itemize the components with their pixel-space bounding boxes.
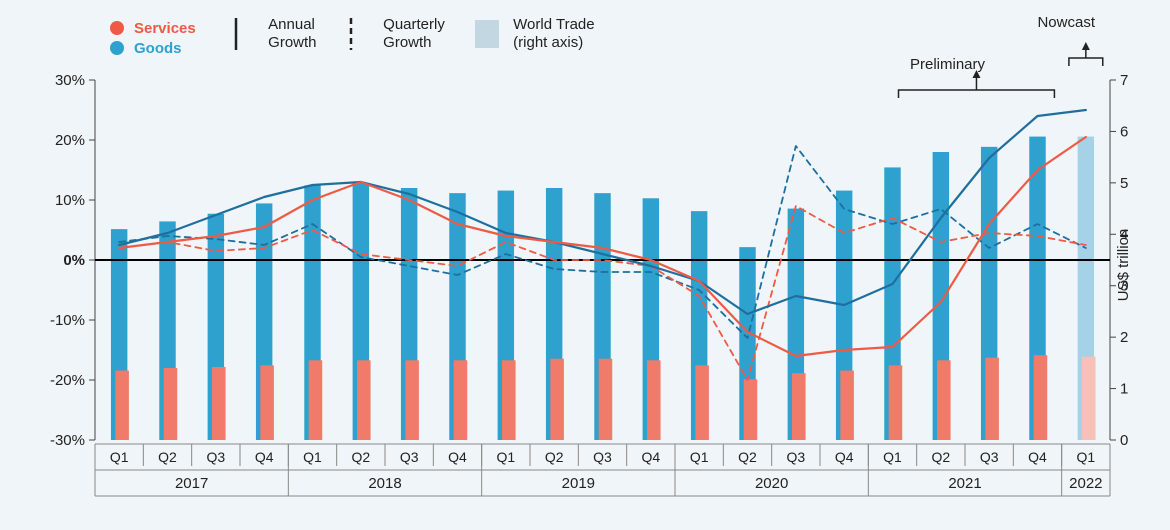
year-label: 2021: [948, 475, 981, 492]
services-bar: [260, 365, 274, 440]
right-axis-title: US$ trillion: [1115, 229, 1132, 302]
quarter-label: Q4: [835, 449, 854, 465]
quarter-label: Q2: [158, 449, 177, 465]
year-label: 2019: [562, 475, 595, 492]
quarter-label: Q1: [110, 449, 129, 465]
chart-svg: -30%-20%-10%0%10%20%30%01234567Q1Q2Q3Q4Q…: [0, 0, 1170, 530]
legend-annual: Annual Growth: [230, 16, 317, 52]
svg-text:5: 5: [1120, 175, 1128, 192]
annotation-preliminary: Preliminary: [910, 56, 985, 73]
quarter-label: Q1: [883, 449, 902, 465]
services-bar: [695, 365, 709, 440]
legend-quarterly-line2: Growth: [383, 34, 431, 51]
quarter-label: Q1: [1076, 449, 1095, 465]
year-label: 2018: [368, 475, 401, 492]
year-label: 2017: [175, 475, 208, 492]
services-bar: [405, 360, 419, 440]
quarter-label: Q3: [786, 449, 805, 465]
quarter-label: Q2: [351, 449, 370, 465]
svg-text:-20%: -20%: [50, 372, 85, 389]
svg-text:0: 0: [1120, 432, 1128, 449]
services-bar: [550, 359, 564, 440]
svg-text:2: 2: [1120, 329, 1128, 346]
quarter-label: Q4: [641, 449, 660, 465]
services-bar: [889, 365, 903, 440]
quarter-label: Q1: [303, 449, 322, 465]
svg-text:0%: 0%: [63, 252, 85, 269]
svg-text:1: 1: [1120, 381, 1128, 398]
svg-text:7: 7: [1120, 72, 1128, 89]
services-bar: [164, 368, 178, 440]
quarter-label: Q1: [690, 449, 709, 465]
quarter-label: Q3: [206, 449, 225, 465]
legend-goods-dot: [110, 41, 124, 55]
legend-services-label: Services: [134, 20, 196, 37]
services-bar: [454, 360, 468, 440]
legend-worldtrade-line1: World Trade: [513, 16, 594, 33]
services-bar: [1082, 357, 1096, 440]
quarter-label: Q3: [593, 449, 612, 465]
quarter-label: Q1: [496, 449, 515, 465]
svg-text:10%: 10%: [55, 192, 85, 209]
quarter-label: Q4: [255, 449, 274, 465]
legend-quarterly: Quarterly Growth: [345, 16, 445, 52]
svg-text:30%: 30%: [55, 72, 85, 89]
services-bar: [212, 367, 226, 440]
svg-text:20%: 20%: [55, 132, 85, 149]
svg-text:6: 6: [1120, 123, 1128, 140]
nowcast-bracket: [1069, 58, 1103, 66]
services-bar: [792, 373, 806, 440]
legend-world-trade: World Trade (right axis): [475, 16, 595, 52]
quarter-label: Q2: [931, 449, 950, 465]
legend-quarterly-line1: Quarterly: [383, 16, 445, 33]
services-bar: [840, 371, 854, 440]
year-label: 2022: [1069, 475, 1102, 492]
legend: Services Goods: [110, 18, 196, 58]
quarter-label: Q3: [980, 449, 999, 465]
svg-text:-30%: -30%: [50, 432, 85, 449]
services-bar: [985, 358, 999, 440]
services-bar: [744, 379, 758, 440]
services-bar: [1034, 355, 1048, 440]
legend-goods-label: Goods: [134, 40, 182, 57]
legend-annual-line2: Growth: [268, 34, 316, 51]
services-bar: [599, 359, 613, 440]
legend-services-dot: [110, 21, 124, 35]
legend-annual-line1: Annual: [268, 16, 315, 33]
legend-worldtrade-line2: (right axis): [513, 34, 583, 51]
trade-growth-chart: Services Goods Annual Growth Quarterly G…: [0, 0, 1170, 530]
year-label: 2020: [755, 475, 788, 492]
services-bar: [502, 360, 516, 440]
services-bar: [357, 360, 371, 440]
annotation-nowcast: Nowcast: [1037, 14, 1095, 31]
quarter-label: Q2: [738, 449, 757, 465]
quarter-label: Q4: [1028, 449, 1047, 465]
services-bar: [937, 360, 951, 440]
quarter-label: Q4: [448, 449, 467, 465]
svg-text:-10%: -10%: [50, 312, 85, 329]
quarter-label: Q2: [545, 449, 564, 465]
preliminary-bracket: [899, 90, 1055, 98]
services-bar: [309, 360, 323, 440]
services-bar: [647, 360, 661, 440]
quarter-label: Q3: [400, 449, 419, 465]
services-bar: [115, 371, 129, 440]
